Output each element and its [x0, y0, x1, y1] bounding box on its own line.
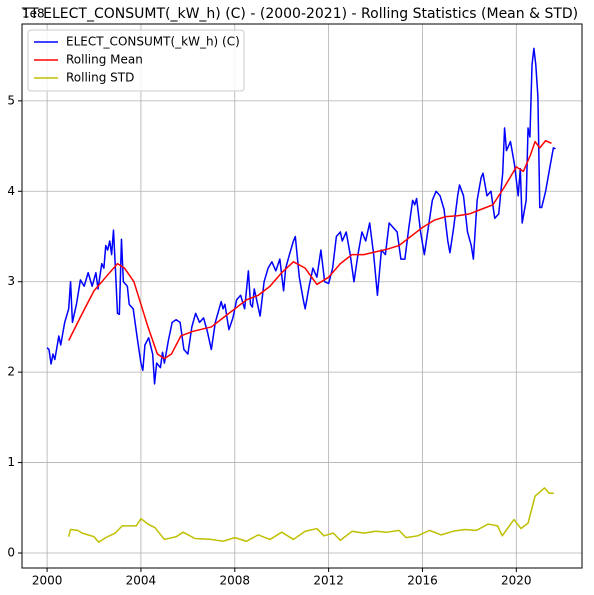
y-tick-label: 3 [7, 274, 15, 288]
plot-frame [21, 23, 583, 569]
legend-label: ELECT_CONSUMT(_kW_h) (C) [66, 35, 240, 49]
y-tick-label: 2 [7, 365, 15, 379]
x-tick-label: 2020 [501, 574, 532, 588]
x-tick-label: 2016 [407, 574, 438, 588]
legend-label: Rolling STD [66, 71, 134, 85]
x-tick-label: 2000 [32, 574, 63, 588]
legend-box [27, 29, 245, 92]
x-tick-label: 2004 [126, 574, 157, 588]
y-tick-label: 4 [7, 184, 15, 198]
data-line [67, 487, 554, 543]
data-line [68, 139, 552, 360]
x-tick-label: 2012 [313, 574, 344, 588]
y-tick-label: 5 [7, 93, 15, 107]
y-tick-label: 0 [7, 545, 15, 559]
data-line [46, 47, 556, 385]
legend-label: Rolling Mean [66, 53, 143, 67]
x-tick-label: 2008 [220, 574, 251, 588]
y-tick-label: 1 [7, 455, 15, 469]
chart-title: TT ELECT_CONSUMT(_kW_h) (C) - (2000-2021… [21, 6, 578, 22]
y-offset-label: 1e8 [22, 7, 45, 21]
